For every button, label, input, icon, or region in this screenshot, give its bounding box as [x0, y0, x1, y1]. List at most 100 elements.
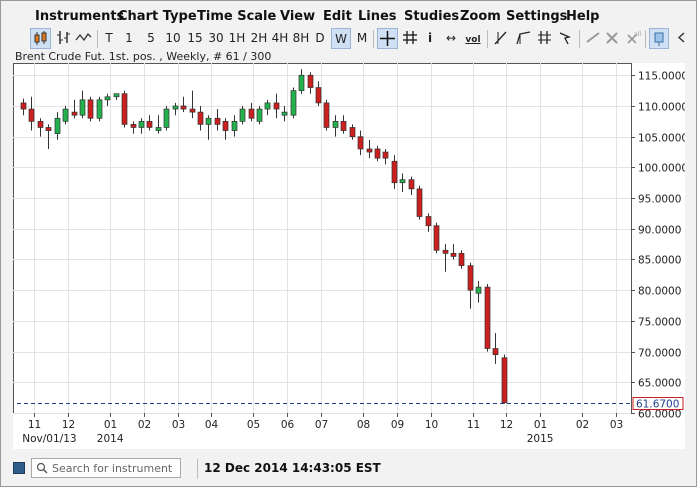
candle-body [248, 108, 255, 119]
candle-body [323, 102, 330, 128]
menu-settings[interactable]: Settings [506, 9, 568, 24]
y-tick-label: 60.0000 [638, 409, 681, 421]
instrument-search[interactable] [31, 458, 181, 478]
timescale-d[interactable]: D [315, 31, 325, 45]
crosshair-button[interactable] [377, 28, 398, 49]
candle-body [408, 179, 415, 190]
candle-body [79, 99, 86, 116]
candle-body [146, 120, 153, 128]
menu-lines[interactable]: Lines [358, 9, 397, 24]
candle-body [71, 111, 78, 116]
candle-body [442, 249, 449, 254]
x-tick-label: 12 [62, 419, 75, 431]
y-tick-label: 90.0000 [638, 225, 681, 237]
x-tick-label: 10 [425, 419, 438, 431]
candle-body [104, 96, 111, 101]
connection-status-icon[interactable] [13, 462, 25, 474]
line-chart-button[interactable] [74, 28, 93, 49]
search-icon [36, 462, 48, 474]
menu-zoom[interactable]: Zoom [460, 9, 501, 24]
x-tick-label: 11 [28, 419, 41, 431]
candle-body [214, 117, 221, 125]
pencil-button[interactable] [583, 28, 603, 49]
candle-body [189, 108, 196, 113]
info-button[interactable]: i [422, 28, 438, 49]
timescale-5[interactable]: 5 [147, 31, 155, 45]
x-sub-label: 2015 [527, 433, 554, 445]
timescale-15[interactable]: 15 [187, 31, 203, 45]
delete-button[interactable] [603, 28, 621, 49]
y-tick-label: 65.0000 [638, 378, 681, 390]
price-chart[interactable]: 115.0000 110.0000 105.0000 100.0000 95.0000 9… [13, 63, 688, 449]
timescale-2h[interactable]: 2H [250, 31, 268, 45]
candle-body [273, 102, 280, 110]
candle-body [222, 120, 229, 131]
menu-help[interactable]: Help [566, 9, 600, 24]
timescale-t[interactable]: T [105, 31, 113, 45]
bar-chart-button[interactable] [54, 28, 73, 49]
pin-icon [654, 32, 664, 46]
candle-body [62, 108, 69, 122]
candlestick-button[interactable] [30, 28, 51, 49]
x-tick-label: 05 [247, 419, 260, 431]
timescale-30[interactable]: 30 [208, 31, 224, 45]
candle-body [349, 127, 356, 138]
toolbar-separator [97, 30, 98, 48]
menu-time-scale[interactable]: Time Scale [197, 9, 277, 24]
candle-body [138, 120, 145, 128]
timescale-8h[interactable]: 8H [292, 31, 310, 45]
candle-body [332, 120, 339, 128]
search-input[interactable] [52, 461, 176, 475]
close-icon [677, 32, 685, 43]
candle-body [492, 348, 499, 356]
candle-body [87, 99, 94, 119]
menu-studies[interactable]: Studies [404, 9, 460, 24]
bar-chart-icon [57, 31, 70, 44]
line-chart-icon [75, 32, 92, 42]
candle-body [391, 160, 398, 184]
candle-body [28, 108, 35, 122]
chart-area[interactable]: 115.0000 110.0000 105.0000 100.0000 95.0000 9… [13, 63, 688, 449]
delete-icon [606, 32, 618, 44]
candle-body [357, 136, 364, 150]
candle-body [20, 102, 27, 110]
y-tick-label: 115.0000 [638, 71, 685, 83]
timescale-4h[interactable]: 4H [271, 31, 289, 45]
x-tick-label: 07 [315, 419, 328, 431]
fork-button[interactable] [513, 28, 533, 49]
timescale-m[interactable]: M [356, 31, 368, 45]
pin-button[interactable] [649, 28, 669, 49]
volume-button[interactable]: vol [463, 28, 483, 49]
pan-button[interactable]: ↔ [441, 28, 461, 49]
candle-body [130, 124, 137, 128]
x-sub-label: Nov/01/13 [22, 433, 76, 445]
candle-body [45, 127, 52, 131]
close-button[interactable] [673, 28, 689, 49]
timescale-10[interactable]: 10 [165, 31, 181, 45]
y-tick-label: 75.0000 [638, 317, 681, 329]
candle-body [239, 108, 246, 122]
fibonacci-button[interactable] [535, 28, 555, 49]
plot-area [13, 63, 632, 414]
toolbar: T 1 5 10 15 30 1H 2H 4H 8H D W M i ↔ vol [1, 27, 697, 51]
svg-text:all: all [634, 31, 641, 38]
delete-all-button[interactable]: all [623, 28, 643, 49]
menu-chart-type[interactable]: Chart Type [118, 9, 197, 24]
candle-body [382, 151, 389, 159]
y-tick-label: 110.0000 [638, 102, 685, 114]
timescale-1[interactable]: 1 [125, 31, 133, 45]
menu-view[interactable]: View [280, 9, 316, 24]
candle-body [340, 120, 347, 131]
menu-instruments[interactable]: Instruments [35, 9, 125, 24]
timescale-w[interactable]: W [331, 28, 351, 49]
timescale-1h[interactable]: 1H [228, 31, 246, 45]
menu-edit[interactable]: Edit [323, 9, 352, 24]
candle-body [231, 120, 238, 131]
cursor-button[interactable] [557, 28, 575, 49]
candle-body [501, 357, 508, 404]
x-tick-label: 06 [281, 419, 295, 431]
menu-bar: Instruments Chart Type Time Scale View E… [1, 6, 697, 28]
grid-button[interactable] [401, 28, 419, 49]
toolbar-separator [579, 30, 580, 48]
trendline-button[interactable] [491, 28, 511, 49]
